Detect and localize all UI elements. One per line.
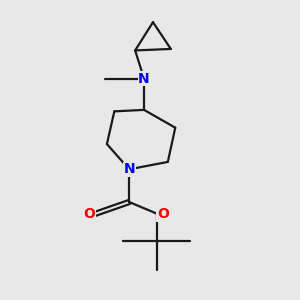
Text: O: O (84, 207, 96, 221)
Text: O: O (157, 207, 169, 221)
Text: N: N (123, 162, 135, 176)
Text: N: N (138, 72, 150, 86)
